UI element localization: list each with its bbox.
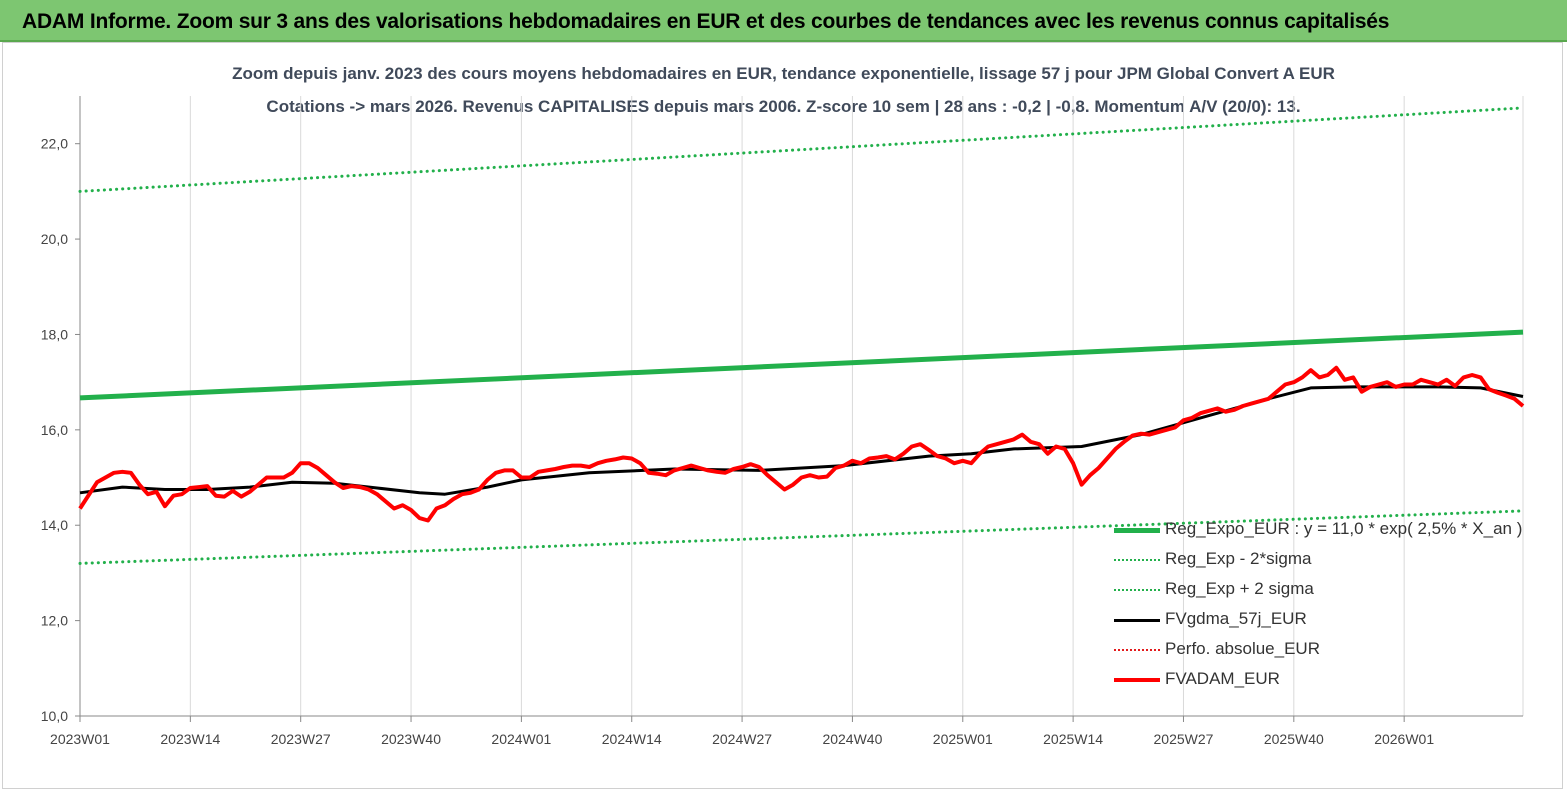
chart-frame [2,42,1563,789]
title-banner: ADAM Informe. Zoom sur 3 ans des valoris… [0,0,1567,42]
x-tick-label: 2024W27 [712,731,772,747]
legend-swatch [1114,678,1160,682]
x-tick-label: 2023W40 [381,731,441,747]
chart-subtitle: Cotations -> mars 2026. Revenus CAPITALI… [266,97,1301,116]
legend-item: Reg_Expo_EUR : y = 11,0 * exp( 2,5% * X_… [1112,516,1522,546]
series-line-5 [78,365,1525,523]
series-line-0 [79,329,1524,401]
x-tick-label: 2024W14 [602,731,662,747]
y-tick-label: 18,0 [41,326,68,342]
y-tick-label: 20,0 [41,231,68,247]
chart-title: Zoom depuis janv. 2023 des cours moyens … [232,64,1335,83]
legend-swatch [1114,528,1160,533]
x-tick-label: 2023W27 [271,731,331,747]
series-line-2 [78,106,1525,193]
x-tick-label: 2025W40 [1264,731,1324,747]
legend-label: FVADAM_EUR [1165,669,1280,688]
legend-label: Reg_Exp + 2 sigma [1165,579,1314,598]
legend-swatch [1114,589,1160,591]
legend-swatch [1114,559,1160,561]
x-tick-label: 2025W27 [1154,731,1214,747]
y-tick-label: 14,0 [41,517,68,533]
y-tick-label: 12,0 [41,613,68,629]
x-tick-label: 2026W01 [1374,731,1434,747]
x-tick-label: 2024W01 [491,731,551,747]
legend-item: Reg_Exp - 2*sigma [1112,546,1522,576]
y-tick-label: 10,0 [41,708,68,724]
chart-legend: Reg_Expo_EUR : y = 11,0 * exp( 2,5% * X_… [1112,516,1522,696]
legend-item: FVADAM_EUR [1112,666,1522,696]
legend-item: Perfo. absolue_EUR [1112,636,1522,666]
legend-label: Perfo. absolue_EUR [1165,639,1320,658]
x-tick-label: 2025W14 [1043,731,1103,747]
legend-label: FVgdma_57j_EUR [1165,609,1307,628]
legend-item: Reg_Exp + 2 sigma [1112,576,1522,606]
legend-item: FVgdma_57j_EUR [1112,606,1522,636]
legend-label: Reg_Exp - 2*sigma [1165,549,1312,568]
x-tick-label: 2025W01 [933,731,993,747]
y-tick-label: 16,0 [41,422,68,438]
x-tick-label: 2023W01 [50,731,110,747]
x-tick-label: 2023W14 [160,731,220,747]
series-line-3 [79,385,1524,496]
legend-label: Reg_Expo_EUR : y = 11,0 * exp( 2,5% * X_… [1165,519,1523,538]
banner-title: ADAM Informe. Zoom sur 3 ans des valoris… [22,10,1390,33]
legend-swatch [1114,649,1160,651]
y-tick-label: 22,0 [41,136,68,152]
x-tick-label: 2024W40 [822,731,882,747]
legend-swatch [1114,619,1160,622]
series-line-1 [78,509,1525,565]
